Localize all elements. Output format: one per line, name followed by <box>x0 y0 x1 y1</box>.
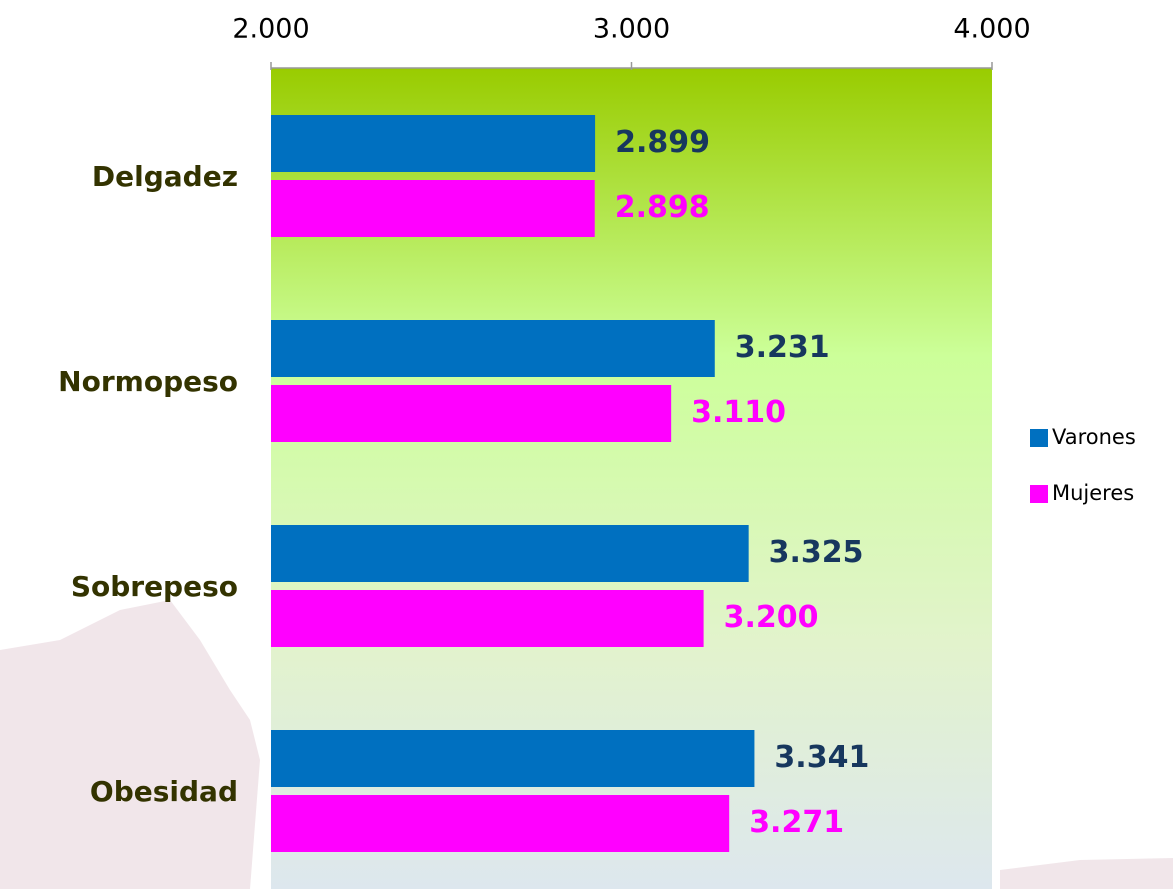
category-label: Delgadez <box>92 160 238 193</box>
x-tick-label: 4.000 <box>953 14 1030 45</box>
legend-label: Varones <box>1052 425 1136 449</box>
value-label: 3.271 <box>749 805 844 840</box>
value-label: 2.898 <box>615 190 710 225</box>
bar <box>271 590 704 647</box>
legend-swatch <box>1030 429 1048 447</box>
bar <box>271 525 749 582</box>
value-label: 3.200 <box>724 600 819 635</box>
legend-swatch <box>1030 485 1048 503</box>
bar <box>271 180 595 237</box>
category-label: Sobrepeso <box>71 570 238 603</box>
x-tick-label: 2.000 <box>232 14 309 45</box>
bar <box>271 320 715 377</box>
x-tick-label: 3.000 <box>593 14 670 45</box>
background-map <box>1000 858 1173 889</box>
value-label: 2.899 <box>615 125 710 160</box>
bar <box>271 730 755 787</box>
category-label: Normopeso <box>58 365 238 398</box>
value-label: 3.341 <box>774 740 869 775</box>
value-label: 3.110 <box>691 395 786 430</box>
category-label: Obesidad <box>90 775 238 808</box>
value-label: 3.325 <box>769 535 864 570</box>
value-label: 3.231 <box>735 330 830 365</box>
legend-label: Mujeres <box>1052 481 1134 505</box>
bar <box>271 385 672 442</box>
bar <box>271 115 596 172</box>
background-map <box>0 600 260 889</box>
bar <box>271 795 730 852</box>
